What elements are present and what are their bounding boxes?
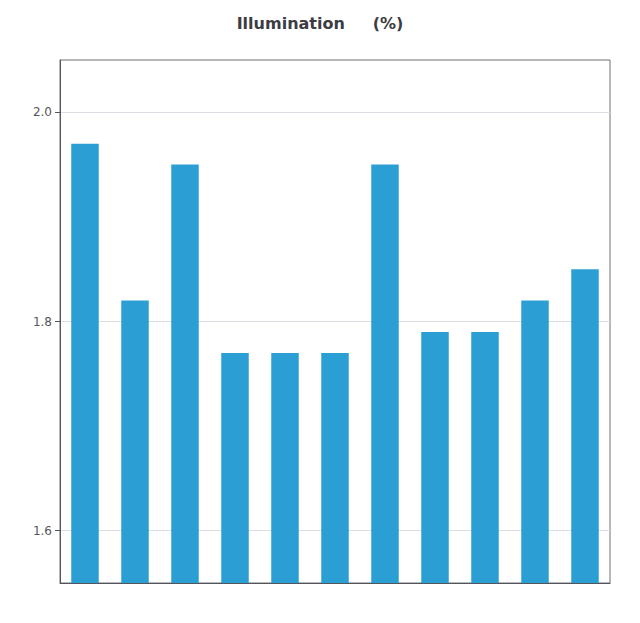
svg-text:1.8: 1.8: [33, 315, 52, 329]
svg-text:2.0: 2.0: [33, 105, 52, 119]
svg-text:Illumination (%): Illumination (%): [237, 14, 404, 33]
svg-text:1.6: 1.6: [33, 524, 52, 538]
